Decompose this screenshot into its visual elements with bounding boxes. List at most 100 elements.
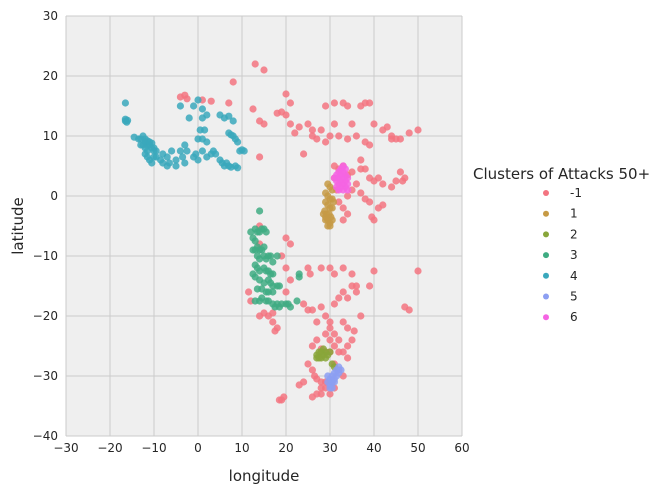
data-point	[335, 336, 343, 344]
data-point	[348, 282, 356, 290]
data-point	[260, 243, 268, 251]
data-point	[172, 162, 180, 170]
data-point	[194, 156, 202, 164]
data-point	[198, 147, 206, 155]
data-point	[304, 360, 312, 368]
legend-label: 5	[570, 290, 578, 304]
data-point	[366, 141, 374, 149]
data-point	[282, 288, 290, 296]
legend-marker	[543, 252, 549, 259]
data-point	[282, 111, 290, 119]
data-point	[329, 198, 338, 206]
data-point	[319, 345, 327, 353]
data-point	[194, 96, 202, 104]
data-point	[179, 153, 187, 161]
legend: -1 1 2 3 4 5 6	[543, 186, 582, 324]
data-point	[148, 159, 156, 167]
data-point	[326, 384, 334, 392]
data-point	[361, 165, 369, 173]
data-point	[328, 204, 336, 212]
data-point	[185, 114, 193, 122]
data-point	[269, 318, 277, 326]
data-point	[225, 112, 233, 120]
data-point	[326, 336, 334, 344]
data-point	[326, 324, 334, 332]
data-point	[269, 258, 277, 266]
data-point	[190, 102, 198, 110]
data-point	[352, 180, 360, 188]
data-point	[168, 147, 176, 155]
data-point	[300, 150, 308, 158]
data-point	[152, 147, 160, 155]
data-point	[317, 303, 325, 311]
x-tick-label: 30	[322, 441, 337, 455]
data-point	[225, 99, 233, 107]
data-point	[370, 120, 378, 128]
data-point	[196, 126, 204, 134]
data-point	[308, 342, 316, 350]
data-point	[330, 330, 338, 338]
data-point	[295, 381, 303, 389]
series-4	[121, 96, 248, 172]
data-point	[286, 240, 294, 248]
data-point	[130, 133, 138, 141]
data-point	[269, 270, 277, 278]
legend-label: 4	[570, 269, 578, 283]
legend-label: 2	[570, 227, 578, 241]
y-tick-label: 30	[43, 9, 58, 23]
legend-marker	[543, 190, 549, 196]
data-point	[352, 288, 360, 296]
data-point	[269, 309, 277, 317]
data-point	[330, 378, 338, 386]
data-point	[414, 126, 422, 134]
data-point	[286, 99, 294, 107]
series-1	[319, 180, 338, 230]
y-tick-labels: −40 −30 −20 −10 0 10 20 30	[33, 9, 58, 443]
data-point	[348, 168, 356, 176]
data-point	[414, 267, 422, 275]
data-point	[330, 342, 338, 350]
data-point	[240, 147, 248, 155]
data-point	[344, 210, 352, 218]
x-tick-label: −10	[141, 441, 166, 455]
legend-label: 1	[570, 207, 578, 221]
y-axis-label: latitude	[9, 197, 27, 255]
x-axis-label: longitude	[229, 467, 300, 485]
data-point	[308, 126, 316, 134]
data-point	[306, 270, 314, 278]
data-point	[326, 390, 334, 398]
data-point	[317, 126, 325, 134]
data-point	[357, 156, 365, 164]
data-point	[333, 183, 341, 191]
data-point	[198, 105, 206, 113]
data-point	[379, 180, 387, 188]
data-point	[344, 324, 352, 332]
data-point	[348, 336, 356, 344]
data-point	[366, 99, 374, 107]
data-point	[339, 264, 347, 272]
data-point	[330, 270, 338, 278]
data-point	[330, 162, 338, 170]
data-point	[251, 60, 259, 68]
data-point	[260, 120, 268, 128]
data-point	[286, 303, 294, 311]
data-point	[212, 150, 220, 158]
data-point	[344, 174, 352, 182]
data-point	[282, 234, 290, 242]
data-point	[330, 99, 338, 107]
x-tick-label: 20	[278, 441, 293, 455]
data-point	[330, 300, 338, 308]
data-point	[357, 312, 365, 320]
data-point	[245, 288, 253, 296]
series-3	[247, 207, 303, 311]
data-point	[275, 303, 283, 311]
data-point	[280, 393, 288, 401]
data-point	[256, 153, 264, 161]
data-point	[401, 174, 409, 182]
data-point	[229, 117, 237, 125]
legend-marker	[543, 231, 549, 238]
data-point	[207, 97, 215, 105]
legend-label: 6	[570, 310, 578, 324]
data-point	[313, 135, 321, 143]
data-point	[326, 222, 334, 230]
